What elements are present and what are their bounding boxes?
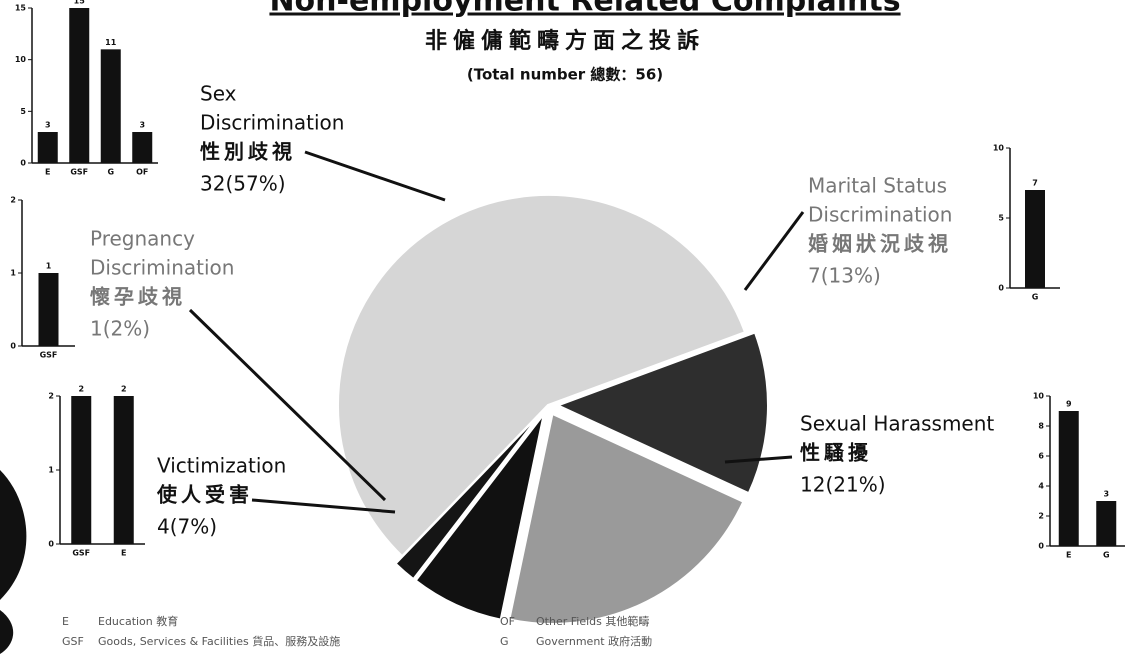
data-label: 3 xyxy=(139,121,145,130)
y-tick-label: 1 xyxy=(10,269,16,278)
slice-label: Discrimination xyxy=(200,111,344,135)
y-tick-label: 2 xyxy=(1038,512,1044,521)
slice-label-zh: 性別歧視 xyxy=(200,140,296,164)
slice-label: Sexual Harassment xyxy=(800,412,994,436)
x-tick-label: E xyxy=(1066,551,1071,560)
pie-slice xyxy=(394,411,543,581)
chart-note: (Total number 總數：56) xyxy=(467,66,663,84)
bar xyxy=(37,132,58,163)
bar xyxy=(71,396,92,544)
leader-line xyxy=(251,498,396,514)
x-tick-label: GSF xyxy=(72,549,90,558)
data-label: 2 xyxy=(121,385,127,394)
chart-subtitle: 非僱傭範疇方面之投訴 xyxy=(425,28,705,54)
bar xyxy=(1058,411,1079,546)
bar xyxy=(38,273,59,346)
y-tick-label: 10 xyxy=(15,55,27,64)
chart-title: Non-employment Related Complaints xyxy=(269,0,900,19)
key-code: G xyxy=(500,635,509,648)
x-tick-label: E xyxy=(121,549,126,558)
y-tick-label: 5 xyxy=(20,107,26,116)
data-label: 11 xyxy=(105,38,117,47)
data-label: 7(13%) xyxy=(808,264,881,288)
y-tick-label: 0 xyxy=(1038,542,1044,551)
bar xyxy=(100,49,121,164)
x-tick-label: OF xyxy=(136,168,148,177)
x-tick-label: G xyxy=(1103,551,1110,560)
x-tick-label: G xyxy=(1032,293,1039,302)
data-label: 3 xyxy=(45,121,51,130)
key-text: Education 教育 xyxy=(98,614,178,628)
y-tick-label: 10 xyxy=(993,144,1005,153)
data-label: 32(57%) xyxy=(200,172,286,196)
data-label: 12(21%) xyxy=(800,473,886,497)
x-tick-label: E xyxy=(45,168,50,177)
leader-line xyxy=(743,211,805,291)
decoration xyxy=(0,610,14,654)
leader-line xyxy=(724,455,793,464)
key-text: Goods, Services & Facilities 貨品、服務及設施 xyxy=(98,634,340,648)
pie-slice xyxy=(414,413,545,621)
y-tick-label: 6 xyxy=(1038,452,1044,461)
slice-label: Victimization xyxy=(157,454,286,478)
x-tick-label: GSF xyxy=(40,351,58,360)
bar xyxy=(1025,190,1045,288)
leader-line xyxy=(188,308,387,502)
y-tick-label: 2 xyxy=(10,196,16,205)
leader-line xyxy=(304,150,446,202)
slice-label: Sex xyxy=(200,82,237,106)
slice-label: Discrimination xyxy=(808,203,952,227)
y-tick-label: 2 xyxy=(48,392,54,401)
slice-label-zh: 性騷擾 xyxy=(800,441,872,465)
bar xyxy=(132,132,153,163)
x-tick-label: GSF xyxy=(70,168,88,177)
key-text: Government 政府活動 xyxy=(536,634,652,648)
slice-label: Marital Status xyxy=(808,174,947,198)
y-tick-label: 8 xyxy=(1038,422,1044,431)
key-code: GSF xyxy=(62,635,84,648)
key-code: E xyxy=(62,615,69,628)
key-code: OF xyxy=(500,615,515,628)
slice-label-zh: 使人受害 xyxy=(156,483,253,507)
key-text: Other Fields 其他範疇 xyxy=(536,614,649,628)
slice-label-zh: 懷孕歧視 xyxy=(90,285,186,309)
y-tick-label: 15 xyxy=(15,4,27,13)
decoration xyxy=(0,470,27,600)
pie-slice xyxy=(555,331,769,495)
y-tick-label: 4 xyxy=(1038,482,1044,491)
y-tick-label: 0 xyxy=(20,159,26,168)
y-tick-label: 5 xyxy=(998,214,1004,223)
data-label: 1 xyxy=(46,262,52,271)
slice-label-zh: 婚姻狀況歧視 xyxy=(808,232,952,256)
y-tick-label: 0 xyxy=(48,540,54,549)
y-tick-label: 10 xyxy=(1033,392,1045,401)
data-label: 7 xyxy=(1032,179,1038,188)
bar xyxy=(69,8,90,163)
data-label: 9 xyxy=(1066,400,1072,409)
y-tick-label: 0 xyxy=(998,284,1004,293)
data-label: 3 xyxy=(1103,490,1109,499)
data-label: 4(7%) xyxy=(157,515,217,539)
data-label: 2 xyxy=(78,385,84,394)
bar xyxy=(1096,501,1117,546)
x-tick-label: G xyxy=(107,168,114,177)
data-label: 15 xyxy=(74,0,86,6)
pie-slice xyxy=(508,412,745,625)
y-tick-label: 1 xyxy=(48,466,54,475)
y-tick-label: 0 xyxy=(10,342,16,351)
slice-label: Pregnancy xyxy=(90,227,195,251)
slice-label: Discrimination xyxy=(90,256,234,280)
data-label: 1(2%) xyxy=(90,317,150,341)
bar xyxy=(113,396,134,544)
